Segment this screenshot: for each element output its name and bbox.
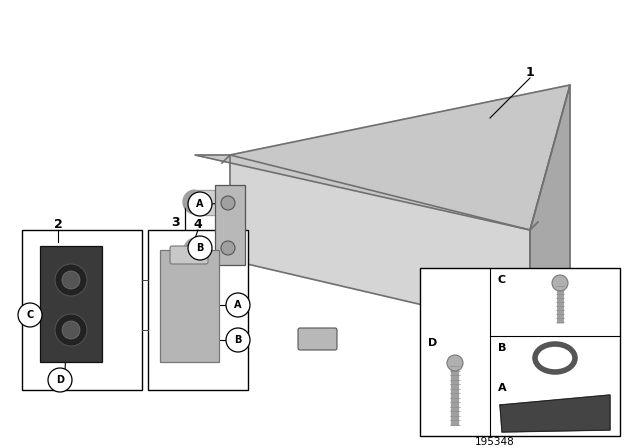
Circle shape — [188, 236, 212, 260]
Circle shape — [552, 275, 568, 291]
Bar — [148, 230, 248, 390]
Polygon shape — [530, 85, 570, 330]
FancyBboxPatch shape — [468, 328, 507, 350]
Text: B: B — [196, 243, 204, 253]
Circle shape — [48, 368, 72, 392]
Circle shape — [184, 238, 206, 260]
FancyBboxPatch shape — [298, 328, 337, 350]
Text: 1: 1 — [525, 65, 534, 78]
Polygon shape — [195, 85, 570, 230]
Bar — [215, 185, 245, 265]
Text: 195348: 195348 — [475, 437, 515, 447]
Polygon shape — [195, 237, 240, 262]
Circle shape — [184, 191, 206, 213]
Circle shape — [62, 271, 80, 289]
Circle shape — [18, 303, 42, 327]
Bar — [22, 230, 142, 390]
Circle shape — [188, 195, 202, 209]
Text: C: C — [26, 310, 34, 320]
Text: C: C — [498, 275, 506, 285]
FancyBboxPatch shape — [40, 246, 102, 362]
Text: D: D — [428, 338, 437, 348]
Text: B: B — [498, 343, 506, 353]
Text: D: D — [56, 375, 64, 385]
Text: 3: 3 — [171, 215, 179, 228]
Text: A: A — [234, 300, 242, 310]
FancyBboxPatch shape — [170, 246, 208, 264]
Polygon shape — [195, 190, 240, 215]
Circle shape — [188, 192, 212, 216]
Bar — [420, 268, 620, 436]
Circle shape — [188, 242, 202, 256]
Polygon shape — [230, 155, 530, 330]
Circle shape — [221, 241, 235, 255]
Text: A: A — [498, 383, 507, 393]
Circle shape — [62, 321, 80, 339]
Circle shape — [55, 264, 87, 296]
Text: B: B — [234, 335, 242, 345]
FancyBboxPatch shape — [160, 250, 219, 362]
Text: A: A — [196, 199, 204, 209]
Text: 2: 2 — [54, 217, 62, 231]
Polygon shape — [183, 190, 195, 215]
Circle shape — [226, 293, 250, 317]
Text: 4: 4 — [194, 217, 202, 231]
Circle shape — [447, 355, 463, 371]
Circle shape — [55, 314, 87, 346]
Circle shape — [221, 196, 235, 210]
Polygon shape — [500, 395, 610, 432]
Circle shape — [226, 328, 250, 352]
